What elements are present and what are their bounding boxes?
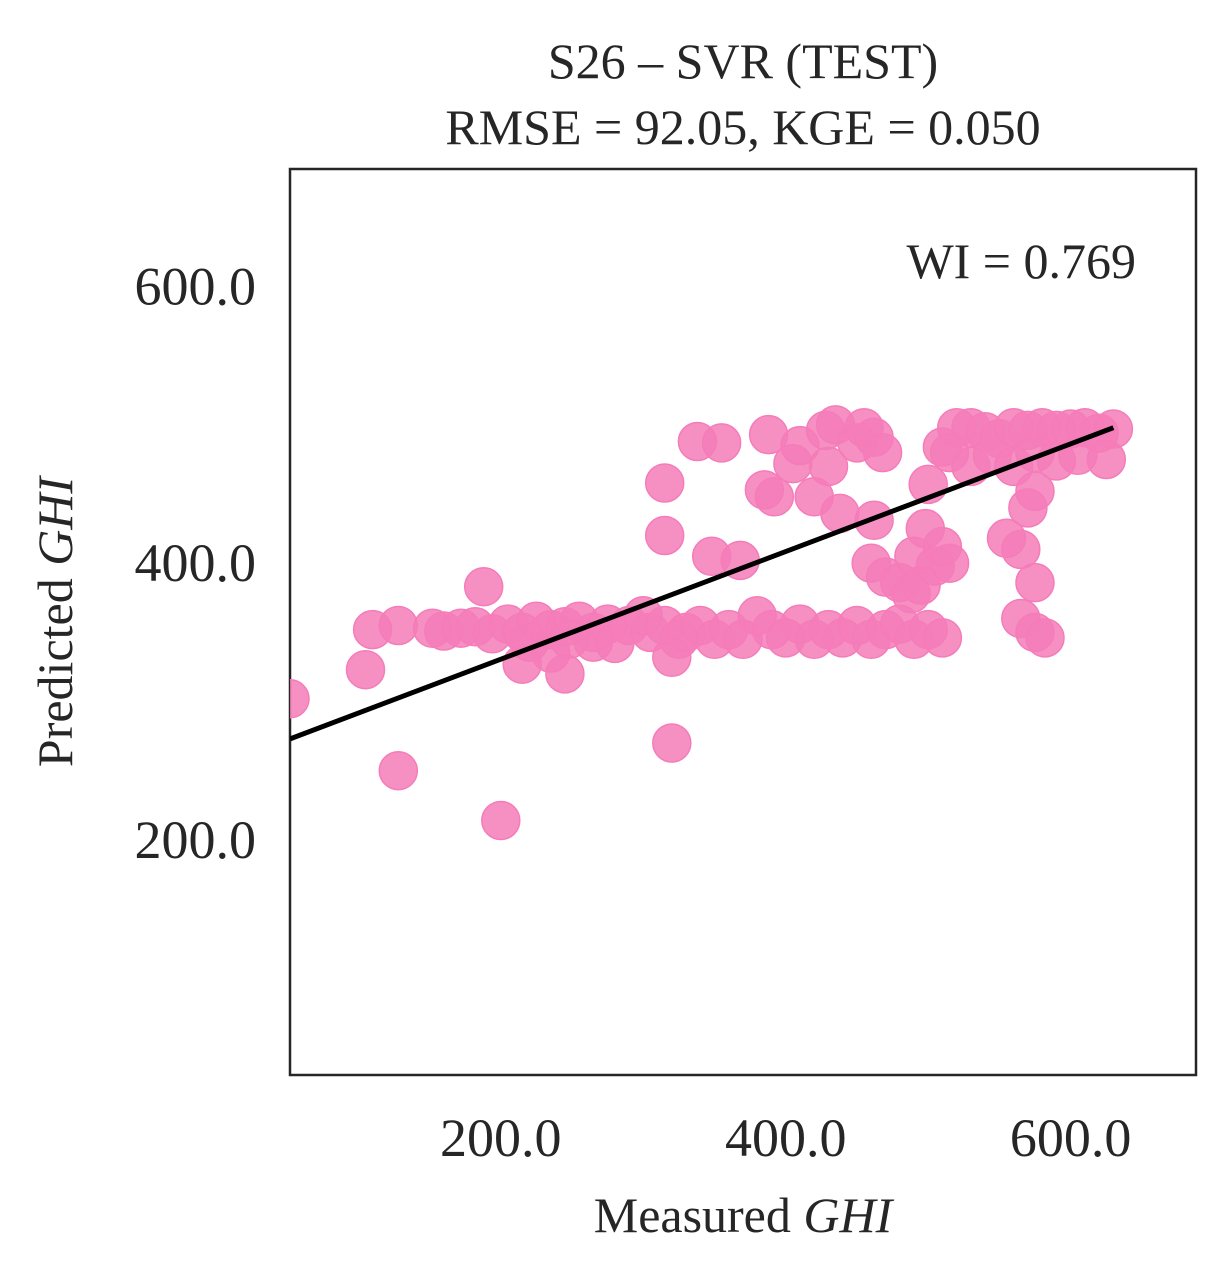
y-axis-label-var: GHI (27, 475, 83, 566)
y-tick-label: 200.0 (135, 810, 257, 870)
data-point (644, 463, 685, 503)
wi-annotation: WI = 0.769 (906, 233, 1136, 289)
data-point (644, 515, 685, 556)
data-point (345, 649, 386, 690)
data-point (463, 566, 504, 607)
data-point (378, 750, 419, 791)
data-point (1001, 529, 1041, 570)
data-points (290, 405, 1134, 841)
data-point (754, 477, 795, 517)
x-axis-label-prefix: Measured (594, 1187, 804, 1243)
data-point (290, 679, 310, 719)
chart-title: S26 – SVR (TEST) (548, 33, 938, 89)
data-point (701, 423, 742, 463)
data-point (481, 800, 521, 841)
x-tick-label: 400.0 (725, 1108, 847, 1168)
y-tick-label: 600.0 (135, 257, 257, 317)
data-point (1015, 471, 1055, 512)
y-axis-label-prefix: Predicted (27, 566, 83, 767)
data-point (378, 605, 419, 646)
data-point (652, 723, 692, 763)
x-tick-label: 200.0 (440, 1108, 562, 1168)
fit-line-layer (290, 425, 1115, 742)
regression-line (290, 425, 1115, 742)
data-point (1025, 618, 1065, 658)
data-point (808, 446, 849, 487)
x-tick-label: 600.0 (1010, 1108, 1132, 1168)
y-tick-label: 400.0 (135, 533, 257, 593)
data-point (862, 432, 903, 473)
x-axis-label-var: GHI (803, 1187, 894, 1243)
data-point (1015, 562, 1055, 603)
x-tick-labels: 200.0 400.0 600.0 (440, 1108, 1131, 1168)
y-tick-labels: 200.0 400.0 600.0 (135, 257, 257, 870)
chart-subtitle: RMSE = 92.05, KGE = 0.050 (445, 99, 1040, 155)
data-point (922, 618, 963, 658)
data-point (545, 654, 585, 694)
data-point (929, 543, 970, 583)
x-axis-label: Measured GHI (594, 1187, 895, 1243)
y-axis-label: Predicted GHI (27, 475, 83, 768)
